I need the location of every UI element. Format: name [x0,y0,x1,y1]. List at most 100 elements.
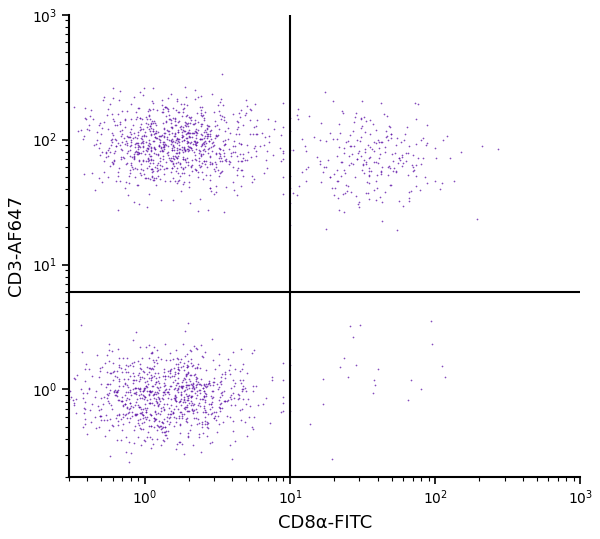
Point [155,383,165,391]
Point [122,107,131,115]
Point [372,171,382,179]
Point [105,162,115,170]
Point [209,141,219,150]
Point [213,385,223,393]
Point [161,116,170,125]
Point [53,379,62,388]
Point [131,411,140,419]
Point [132,149,142,158]
Point [143,156,153,165]
Point [125,371,134,380]
Point [189,385,199,393]
Point [365,130,375,139]
Point [143,427,153,436]
Point [125,178,134,187]
Point [334,143,344,151]
Point [172,139,182,147]
Point [134,156,144,165]
Point [293,105,302,113]
Point [151,133,160,142]
Point [144,421,154,430]
Point [250,174,259,183]
Point [116,118,125,127]
Point [185,139,194,147]
Point [235,108,244,117]
Point [177,413,187,422]
Point [392,226,401,234]
Point [192,362,202,371]
Point [158,403,168,412]
Point [121,432,131,441]
Point [238,376,248,384]
Point [82,360,91,368]
Point [83,125,92,133]
Point [173,135,182,143]
Point [383,171,393,179]
Point [207,89,217,98]
Point [158,390,167,399]
Point [155,396,164,405]
Point [149,127,158,136]
Point [431,143,440,152]
Point [157,424,166,432]
Point [413,100,423,108]
Point [154,400,164,409]
Point [159,141,169,149]
Point [114,410,124,418]
Point [194,161,203,169]
Point [211,150,221,158]
Point [136,415,145,424]
Point [148,439,157,448]
Point [197,92,206,100]
Point [112,411,122,420]
Point [165,409,175,418]
Point [203,122,213,130]
Point [182,129,192,138]
Point [301,164,311,173]
Point [163,416,172,425]
Point [236,416,245,425]
Point [182,392,192,400]
Point [278,189,287,198]
Point [166,136,176,145]
Point [170,370,180,378]
Point [173,369,183,378]
Point [185,128,195,137]
Point [186,162,196,170]
Point [270,117,280,126]
Point [158,436,167,444]
Point [493,144,502,153]
Point [53,376,63,385]
Point [217,95,226,103]
Point [151,150,161,158]
Point [445,154,454,162]
Point [247,422,257,431]
Point [411,161,421,169]
Point [143,106,152,115]
Point [347,149,357,158]
Point [209,407,219,416]
Point [356,114,366,123]
Point [170,391,180,400]
Point [321,224,331,233]
Point [159,388,169,396]
Point [135,114,145,123]
Point [158,423,167,432]
Point [386,123,395,132]
Point [106,385,115,394]
Point [120,116,130,125]
Point [199,381,209,390]
Point [108,93,118,102]
Point [376,99,386,107]
Point [158,418,167,427]
Point [180,327,190,335]
Point [233,123,243,132]
Point [131,400,140,409]
Point [169,385,178,393]
Point [209,378,218,387]
Point [115,410,124,419]
Point [162,149,172,157]
Point [152,134,162,142]
Point [128,403,138,412]
Point [214,143,224,152]
